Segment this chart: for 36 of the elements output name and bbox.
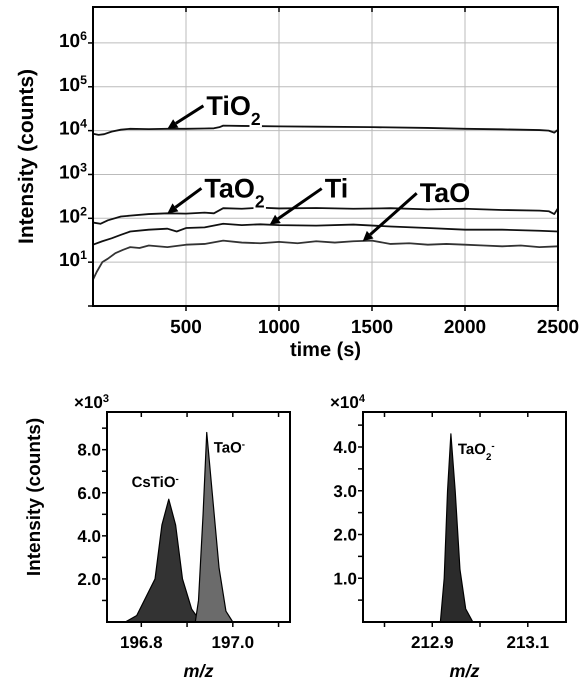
y-tick-label: 2.0 xyxy=(77,570,101,589)
x-tick-label: 2500 xyxy=(536,317,580,338)
annotation: TiO$_{2}$ xyxy=(206,90,261,129)
y-tick-label: 4.0 xyxy=(333,438,357,457)
x-tick-label: 1500 xyxy=(350,317,394,338)
y-tick-label: 3.0 xyxy=(333,482,357,501)
x-axis-title: m/z xyxy=(449,661,480,681)
y-tick-label: 1.0 xyxy=(333,569,357,588)
series-label: TaO$^{-}$ xyxy=(214,438,246,456)
series-label: CsTiO$^{-}$ xyxy=(132,474,179,492)
y-axis-title: Intensity (counts) xyxy=(15,68,38,244)
y-tick-label: 10$^{3}$ xyxy=(58,160,88,184)
annotation: ×10$^{3}$ xyxy=(74,393,109,412)
x-axis-title: time (s) xyxy=(290,339,362,361)
y-tick-label: 10$^{2}$ xyxy=(58,204,88,228)
y-tick-label: 2.0 xyxy=(333,526,357,544)
y-axis-title: Intensity (counts) xyxy=(24,418,45,576)
annotation: Ti xyxy=(324,174,348,204)
annotation: TaO xyxy=(420,178,470,208)
y-tick-label: 4.0 xyxy=(77,526,101,546)
y-tick-label: 6.0 xyxy=(77,484,101,503)
annotation: TaO$_{2}$ xyxy=(204,173,265,212)
x-axis-title: m/z xyxy=(183,661,214,681)
y-tick-label: 8.0 xyxy=(77,440,101,460)
x-tick-label: 213.1 xyxy=(506,633,550,652)
x-tick-label: 197.0 xyxy=(212,633,254,652)
y-tick-label: 10$^{6}$ xyxy=(58,28,88,52)
x-tick-label: 500 xyxy=(170,317,202,338)
x-tick-label: 1000 xyxy=(258,317,300,338)
y-tick-label: 10$^{1}$ xyxy=(58,248,88,272)
y-tick-label: 10$^{4}$ xyxy=(58,116,88,140)
x-tick-label: 2000 xyxy=(444,317,486,338)
y-tick-label: 10$^{5}$ xyxy=(58,72,88,96)
x-tick-label: 196.8 xyxy=(120,633,163,652)
x-tick-label: 212.9 xyxy=(410,633,454,652)
annotation: ×10$^{4}$ xyxy=(330,393,366,412)
